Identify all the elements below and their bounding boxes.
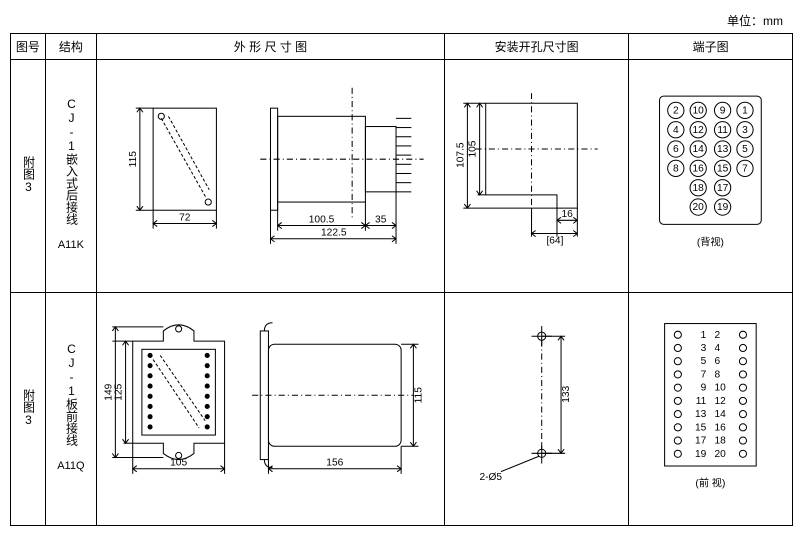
svg-text:7: 7 [701,369,707,380]
svg-text:(前 视): (前 视) [696,476,726,489]
svg-text:15: 15 [695,422,707,433]
svg-text:1: 1 [742,105,748,116]
hdr-fig: 图号 [11,34,46,60]
struct-code: A11K [46,237,96,255]
hdr-struct: 结构 [45,34,96,60]
svg-text:19: 19 [695,449,707,460]
table-row: 附图3 CJ-1板前接线 A11Q 149 125 105 156 115 13… [11,293,793,526]
svg-text:11: 11 [696,396,707,407]
diagram-svg: 149 125 105 156 115 [97,293,444,522]
term-cell: 2109141211361413581615718172019(背视) [629,60,793,293]
svg-text:19: 19 [717,202,729,213]
svg-text:115: 115 [128,151,139,168]
svg-text:8: 8 [715,369,721,380]
struct-label: CJ-1板前接线 [61,342,80,446]
svg-text:156: 156 [326,458,343,469]
svg-text:100.5: 100.5 [309,214,335,225]
spec-table: 图号 结构 外 形 尺 寸 图 安装开孔尺寸图 端子图 附图3 CJ-1嵌入式后… [10,33,793,526]
svg-text:9: 9 [701,383,707,394]
struct-cell: CJ-1板前接线 A11Q [45,293,96,526]
hdr-term: 端子图 [629,34,793,60]
svg-text:107.5: 107.5 [455,142,466,168]
struct-label: CJ-1嵌入式后接线 [61,97,80,225]
mount-cell: 107.5 105 16 [64] [444,60,628,293]
svg-text:13: 13 [695,409,707,420]
svg-text:17: 17 [695,436,707,447]
svg-text:2: 2 [715,330,721,341]
svg-text:35: 35 [375,214,387,225]
svg-text:3: 3 [701,343,707,354]
header-row: 图号 结构 外 形 尺 寸 图 安装开孔尺寸图 端子图 [11,34,793,60]
svg-text:4: 4 [673,125,679,136]
diagram-svg: 133 2-Ø5 [445,293,628,522]
svg-text:16: 16 [561,209,573,220]
fig-no: 附图3 [18,156,37,194]
diagram-svg: 1234567891011121314151617181920(前 视) [629,293,792,522]
svg-text:11: 11 [718,125,729,136]
svg-text:72: 72 [179,212,191,223]
svg-text:8: 8 [673,163,679,174]
svg-text:5: 5 [742,144,748,155]
outline-cell: 149 125 105 156 115 [96,293,444,526]
svg-text:18: 18 [715,436,727,447]
svg-text:6: 6 [715,356,721,367]
svg-text:6: 6 [673,144,679,155]
unit-label: 单位：mm [10,10,793,33]
page: 单位：mm 图号 结构 外 形 尺 寸 图 安装开孔尺寸图 端子图 附图3 CJ… [10,10,793,526]
svg-text:13: 13 [717,144,729,155]
svg-text:3: 3 [742,125,748,136]
svg-text:2: 2 [673,105,679,116]
svg-text:12: 12 [693,125,705,136]
outline-cell: 72 115 100.5 35 122.5 [96,60,444,293]
svg-text:17: 17 [717,183,729,194]
fig-cell: 附图3 [11,60,46,293]
svg-text:[64]: [64] [546,236,563,247]
struct-code: A11Q [46,458,96,476]
hdr-outline: 外 形 尺 寸 图 [96,34,444,60]
svg-text:20: 20 [715,449,727,460]
svg-text:4: 4 [715,343,721,354]
svg-text:133: 133 [561,385,572,402]
hdr-mount: 安装开孔尺寸图 [444,34,628,60]
svg-text:(背视): (背视) [697,236,724,249]
mount-cell: 133 2-Ø5 [444,293,628,526]
svg-text:14: 14 [693,144,705,155]
struct-cell: CJ-1嵌入式后接线 A11K [45,60,96,293]
svg-text:105: 105 [170,458,187,469]
svg-text:20: 20 [693,202,705,213]
svg-text:105: 105 [468,140,479,157]
svg-text:122.5: 122.5 [321,228,347,239]
svg-text:2-Ø5: 2-Ø5 [479,472,502,483]
table-row: 附图3 CJ-1嵌入式后接线 A11K 72 115 100.5 35 122.… [11,60,793,293]
svg-text:15: 15 [717,163,729,174]
svg-text:10: 10 [715,383,727,394]
svg-text:125: 125 [113,383,124,400]
table-body: 附图3 CJ-1嵌入式后接线 A11K 72 115 100.5 35 122.… [11,60,793,526]
svg-text:16: 16 [693,163,705,174]
term-cell: 1234567891011121314151617181920(前 视) [629,293,793,526]
diagram-svg: 107.5 105 16 [64] [445,60,628,289]
svg-text:16: 16 [715,422,727,433]
svg-text:12: 12 [715,396,727,407]
svg-text:5: 5 [701,356,707,367]
diagram-svg: 2109141211361413581615718172019(背视) [629,60,792,289]
svg-text:1: 1 [701,330,707,341]
svg-text:9: 9 [720,105,726,116]
fig-cell: 附图3 [11,293,46,526]
fig-no: 附图3 [18,389,37,427]
svg-text:7: 7 [742,163,748,174]
diagram-svg: 72 115 100.5 35 122.5 [97,60,444,289]
svg-text:115: 115 [414,387,425,404]
svg-text:18: 18 [693,183,705,194]
svg-text:14: 14 [715,409,727,420]
svg-text:10: 10 [693,105,705,116]
